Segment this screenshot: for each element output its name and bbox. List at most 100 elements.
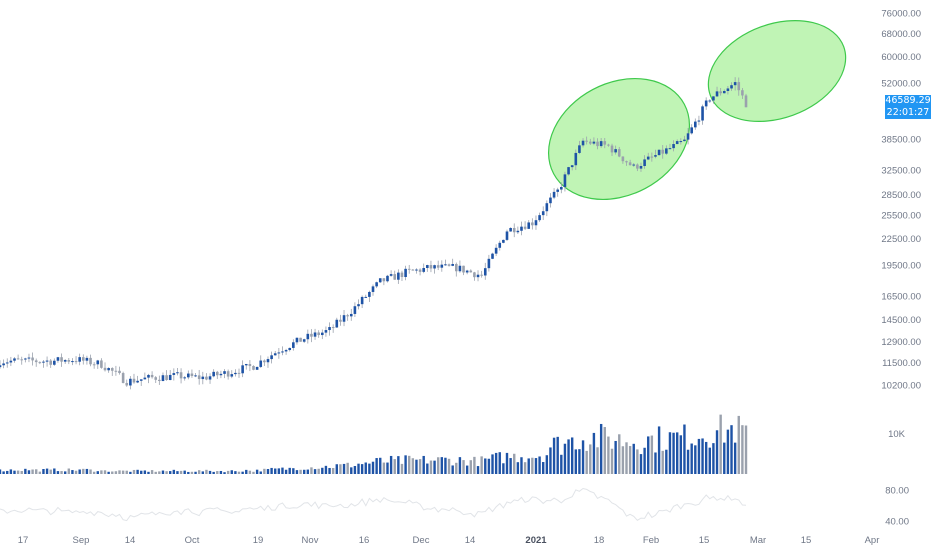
candle-body: [353, 306, 357, 314]
candle-body: [679, 141, 683, 143]
candle-body: [118, 370, 121, 374]
time-tick-label: Apr: [865, 535, 880, 546]
volume-bar: [596, 447, 599, 474]
price-tick-label: 12900.00: [881, 337, 921, 348]
candle-body: [661, 149, 665, 154]
candle-body: [328, 327, 331, 331]
volume-bar: [523, 462, 527, 474]
candle-body: [60, 357, 63, 362]
volume-bar: [252, 471, 255, 474]
candle-body: [241, 365, 244, 374]
volume-bar: [382, 462, 386, 474]
volume-bar: [263, 468, 266, 474]
candle-body: [458, 265, 462, 272]
price-axis[interactable]: 76000.00 68000.00 60000.00 52000.00 38500.00…: [881, 8, 921, 527]
candle-body: [686, 133, 690, 140]
candle-body: [284, 350, 288, 352]
volume-bar: [741, 425, 744, 474]
volume-bar: [13, 470, 16, 474]
candle-body: [534, 220, 538, 226]
volume-bar: [245, 469, 248, 474]
volume-bar: [657, 426, 661, 474]
candle-body: [726, 88, 730, 91]
price-tick-label: 19500.00: [881, 260, 921, 271]
candle-body: [230, 374, 234, 377]
volume-bar: [339, 464, 342, 474]
candle-body: [632, 164, 636, 166]
candle-body: [447, 264, 451, 266]
candle-body: [244, 364, 248, 366]
candle-body: [74, 361, 78, 363]
candle-body: [433, 265, 436, 269]
candle-body: [89, 357, 92, 365]
volume-bar: [632, 443, 635, 474]
volume-bar: [589, 444, 592, 474]
volume-bar: [393, 459, 396, 474]
volume-bar: [708, 447, 711, 474]
volume-bar: [636, 449, 639, 474]
volume-bar: [74, 470, 78, 474]
volume-bar: [465, 465, 469, 474]
candle-body: [34, 360, 38, 363]
candle-body: [313, 332, 317, 337]
time-axis[interactable]: 17 Sep 14 Oct 19 Nov 16 Dec 14 2021 18 Feb 15 Mar 15 Ap…: [18, 535, 880, 546]
candle-body: [657, 149, 661, 156]
candle-body: [574, 152, 578, 166]
candle-body: [556, 189, 559, 192]
volume-bar: [578, 449, 581, 474]
candle-body: [639, 166, 643, 169]
candle-body: [708, 100, 712, 102]
volume-bar: [31, 469, 34, 474]
volume-bar: [237, 471, 241, 474]
volume-bar: [484, 458, 487, 474]
candle-body: [643, 159, 646, 167]
candle-body: [299, 337, 302, 342]
candle-body: [63, 360, 67, 362]
volume-bar: [389, 455, 393, 474]
volume-bar: [118, 470, 121, 474]
volume-bar: [592, 432, 596, 474]
volume-bar: [219, 470, 223, 474]
volume-bar: [154, 471, 157, 474]
time-tick-label: 19: [253, 535, 264, 546]
volume-bar: [179, 470, 183, 474]
candle-body: [371, 286, 375, 292]
volume-bar: [719, 414, 722, 474]
candle-body: [599, 141, 603, 147]
volume-bar: [386, 462, 389, 474]
time-tick-label: 15: [699, 535, 710, 546]
candle-body: [81, 357, 85, 361]
candle-body: [531, 222, 534, 226]
candle-body: [382, 278, 386, 282]
candle-body: [411, 269, 415, 271]
candle-body: [349, 313, 353, 317]
candle-body: [31, 357, 34, 361]
candle-body: [194, 375, 197, 377]
candle-body: [415, 269, 418, 271]
volume-bar: [697, 438, 701, 474]
candle-body: [545, 203, 549, 212]
volume-bar: [436, 457, 440, 474]
candle-body: [147, 374, 150, 378]
volume-bar: [516, 462, 520, 474]
volume-bar: [494, 452, 498, 474]
candle-body: [578, 145, 581, 153]
volume-bar: [114, 471, 118, 474]
candle-body: [625, 161, 628, 163]
volume-bar: [165, 471, 168, 474]
volume-bar: [683, 424, 686, 474]
volume-bar: [560, 454, 563, 474]
volume-bar: [121, 470, 125, 474]
candle-body: [697, 120, 701, 122]
candle-body: [628, 162, 632, 166]
candle-body: [444, 264, 447, 266]
volume-bar: [60, 471, 63, 474]
candle-body: [704, 100, 708, 107]
volume-bar: [27, 470, 31, 474]
volume-bar: [255, 469, 259, 474]
volume-bar: [404, 455, 407, 474]
volume-bar: [567, 439, 570, 474]
candle-body: [302, 339, 306, 342]
volume-bar: [360, 464, 364, 474]
